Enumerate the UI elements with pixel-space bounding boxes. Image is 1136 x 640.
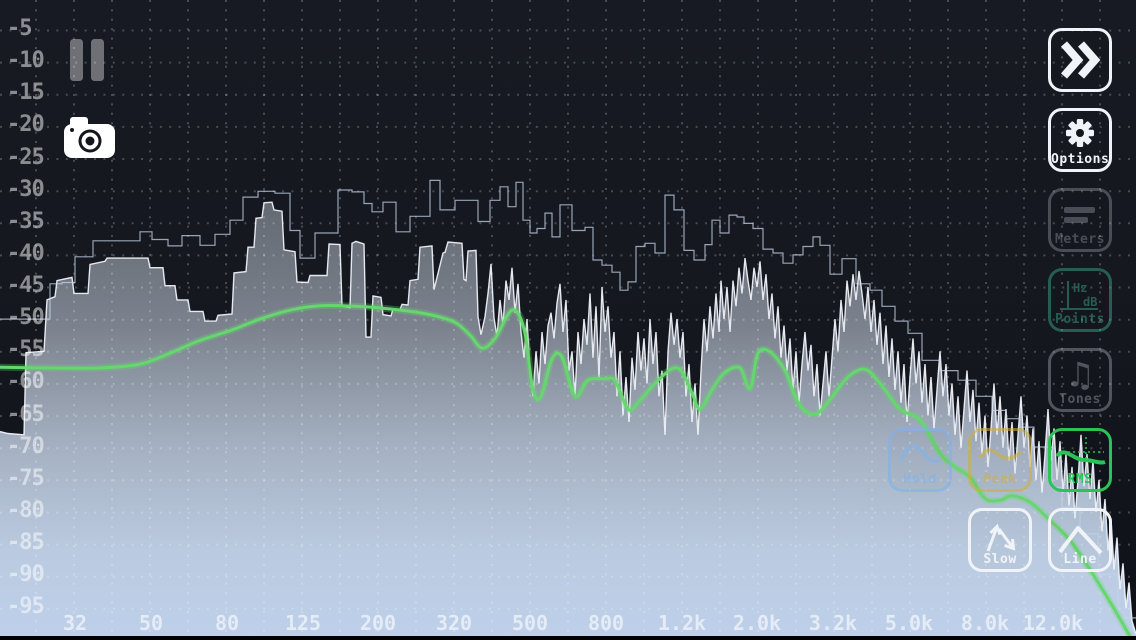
y-axis-label: -20 <box>7 112 45 138</box>
tones-label: Tones <box>1059 392 1101 407</box>
slow-button[interactable]: Slow <box>968 508 1032 572</box>
hold-label: Hold <box>903 472 937 487</box>
x-axis-label: 12.0k <box>1022 611 1084 635</box>
peak-curve-icon <box>978 448 1023 461</box>
tones-button[interactable]: ♫ Tones <box>1048 348 1112 412</box>
camera-button[interactable] <box>63 115 117 163</box>
x-axis-label: 80 <box>214 611 240 635</box>
options-button[interactable]: Options <box>1048 108 1112 172</box>
x-axis-label: 1.2k <box>657 611 707 635</box>
hold-button[interactable]: Hold <box>888 428 952 492</box>
points-label: Points <box>1055 312 1105 327</box>
pause-bar <box>70 39 83 81</box>
line-label: Line <box>1063 552 1097 567</box>
x-axis-label: 500 <box>511 611 549 635</box>
slow-label: Slow <box>983 552 1017 567</box>
svg-text:dB: dB <box>1083 295 1097 309</box>
rms-curve-icon <box>1055 437 1106 465</box>
y-axis-label: -35 <box>7 208 45 234</box>
camera-icon <box>64 117 115 158</box>
y-axis-label: -45 <box>7 273 45 299</box>
gear-icon <box>1066 119 1094 147</box>
bottom-bar <box>0 636 1136 640</box>
meters-button[interactable]: Meters <box>1048 188 1112 252</box>
svg-text:Hz: Hz <box>1073 281 1087 295</box>
x-axis-label: 8.0k <box>960 611 1010 635</box>
y-axis-label: -85 <box>7 530 45 556</box>
x-axis-label: 50 <box>138 611 164 635</box>
x-axis-label: 125 <box>284 611 322 635</box>
y-axis-label: -5 <box>7 16 32 41</box>
hold-curve-icon <box>899 445 941 463</box>
x-axis-label: 800 <box>587 611 625 635</box>
y-axis-label: -70 <box>7 433 45 459</box>
pause-icon[interactable] <box>70 39 104 81</box>
y-axis-label: -95 <box>7 594 45 620</box>
rms-button[interactable]: RMS <box>1048 428 1112 492</box>
fast-forward-button[interactable] <box>1048 28 1112 92</box>
y-axis-label: -65 <box>7 401 45 427</box>
x-axis-label: 3.2k <box>808 611 858 635</box>
meters-label: Meters <box>1055 232 1105 247</box>
double-chevron-icon <box>1060 41 1101 79</box>
meter-bars-icon <box>1064 207 1095 223</box>
x-axis-label: 200 <box>359 611 397 635</box>
y-axis-label: -40 <box>7 240 45 266</box>
y-axis-label: -25 <box>7 144 45 170</box>
x-axis-label: 2.0k <box>732 611 782 635</box>
peak-button[interactable]: Peak <box>968 428 1032 492</box>
peak-label: Peak <box>983 472 1017 487</box>
y-axis-label: -90 <box>7 562 45 588</box>
y-axis-label: -50 <box>7 305 45 331</box>
svg-text:♫: ♫ <box>1069 355 1091 396</box>
x-axis-label: 32 <box>62 611 88 635</box>
y-axis-label: -55 <box>7 337 45 363</box>
rms-trace <box>0 303 1134 640</box>
peak-hold-trace <box>0 179 1136 619</box>
y-axis-label: -30 <box>7 176 45 202</box>
hz-db-crosshair-icon: Hz dB <box>1060 281 1098 310</box>
y-axis-label: -75 <box>7 465 45 491</box>
x-axis-label: 320 <box>435 611 473 635</box>
music-note-icon: ♫ <box>1069 355 1091 396</box>
line-peak-icon <box>1058 526 1103 555</box>
rms-label: RMS <box>1067 472 1093 487</box>
y-axis-label: -60 <box>7 369 45 395</box>
live-spectrum-trace <box>0 201 1136 635</box>
pause-bar <box>91 39 104 81</box>
y-axis-label: -80 <box>7 497 45 523</box>
y-axis-label: -15 <box>7 80 45 106</box>
y-axis-label: -10 <box>7 48 45 74</box>
x-axis-label: 5.0k <box>884 611 934 635</box>
options-label: Options <box>1051 152 1110 167</box>
points-button[interactable]: Hz dB Points <box>1048 268 1112 332</box>
line-button[interactable]: Line <box>1048 508 1112 572</box>
speed-arrows-icon <box>986 523 1016 552</box>
